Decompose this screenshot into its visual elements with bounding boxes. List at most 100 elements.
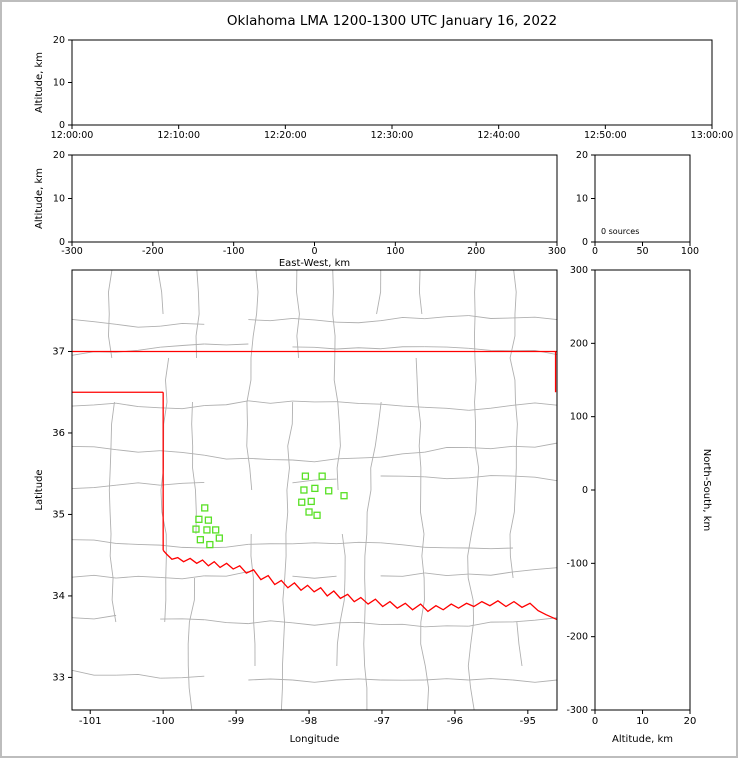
county-line <box>336 541 381 545</box>
county-line <box>250 313 258 359</box>
county-line <box>116 673 161 679</box>
county-line <box>72 402 117 407</box>
county-line <box>287 401 294 447</box>
county-line <box>72 351 117 356</box>
station-marker <box>307 497 315 506</box>
station-marker <box>195 515 203 523</box>
county-line <box>296 313 300 359</box>
county-line <box>296 270 300 315</box>
county-line <box>380 346 425 350</box>
axis-label-altitude: Altitude, km <box>612 734 673 745</box>
county-line <box>160 343 205 348</box>
county-line <box>467 665 475 710</box>
tick-label: 0 <box>59 120 65 131</box>
station-marker <box>215 534 223 542</box>
county-line <box>248 678 293 681</box>
county-line <box>512 350 557 355</box>
county-line <box>255 270 259 315</box>
county-line <box>512 402 557 406</box>
county-line <box>336 621 341 667</box>
tick-label: -95 <box>520 716 536 727</box>
county-line <box>468 445 513 450</box>
county-line <box>424 572 469 576</box>
county-line <box>196 270 200 315</box>
tick-label: 200 <box>467 246 485 257</box>
tick-label: 10 <box>636 716 649 727</box>
station-marker <box>305 508 313 516</box>
tick-label: -100 <box>152 716 175 727</box>
county-line <box>468 621 513 627</box>
tick-label: -96 <box>447 716 463 727</box>
county-line <box>160 405 205 410</box>
county-line <box>336 445 341 491</box>
station-marker <box>301 472 310 480</box>
county-line <box>424 446 469 453</box>
county-line <box>512 316 557 321</box>
tick-label: 300 <box>548 246 566 257</box>
county-line <box>204 454 249 460</box>
county-line <box>424 315 469 320</box>
county-line <box>163 401 168 447</box>
county-line <box>341 533 346 579</box>
county-line <box>160 450 205 456</box>
county-line <box>246 445 253 491</box>
tick-label: -99 <box>228 716 244 727</box>
county-line <box>116 449 161 453</box>
county-line <box>424 665 430 710</box>
county-line <box>364 665 368 710</box>
county-line <box>374 401 382 447</box>
time-tick-label: 12:30:00 <box>371 130 414 141</box>
county-line <box>116 543 161 546</box>
time-tick-label: 12:10:00 <box>157 130 200 141</box>
time-tick-label: 12:40:00 <box>477 130 520 141</box>
county-line <box>424 406 469 411</box>
tick-label: -100 <box>223 246 245 257</box>
county-line <box>160 489 167 535</box>
county-line <box>418 445 422 491</box>
county-line <box>337 401 341 447</box>
tick-label: 10 <box>53 78 65 89</box>
county-line <box>332 270 334 315</box>
county-line <box>246 357 252 403</box>
county-line <box>513 270 517 315</box>
county-line <box>292 622 337 626</box>
station-marker <box>313 511 321 519</box>
county-line <box>370 445 376 491</box>
county-line <box>470 489 478 535</box>
station-marker <box>311 484 319 493</box>
county-line <box>512 567 557 573</box>
tick-label: -200 <box>566 632 588 643</box>
state-border-line <box>162 549 557 621</box>
tick-label: 10 <box>576 194 588 205</box>
county-line <box>468 404 513 411</box>
tick-label: 0 <box>311 246 317 257</box>
tick-label: -98 <box>301 716 317 727</box>
tick-label: 20 <box>53 35 65 46</box>
county-line <box>420 577 425 623</box>
county-line <box>417 401 422 447</box>
county-line <box>366 489 372 535</box>
county-line <box>282 621 286 667</box>
axis-label-north-south: North-South, km <box>701 449 712 532</box>
county-line <box>157 270 164 315</box>
tick-label: 100 <box>570 412 588 423</box>
county-line <box>380 403 425 408</box>
station-marker <box>298 498 306 506</box>
county-line <box>191 401 194 447</box>
county-line <box>380 475 425 478</box>
county-line <box>292 542 337 545</box>
county-line <box>160 575 205 580</box>
county-line <box>364 533 368 579</box>
county-line <box>509 489 516 535</box>
county-line <box>424 546 469 549</box>
county-line <box>72 445 117 451</box>
county-line <box>292 679 337 683</box>
county-line <box>108 270 113 315</box>
county-line <box>204 400 249 407</box>
county-line <box>164 577 167 623</box>
time-tick-label: 12:00:00 <box>51 130 94 141</box>
station-marker <box>206 540 214 549</box>
tick-label: -101 <box>79 716 102 727</box>
